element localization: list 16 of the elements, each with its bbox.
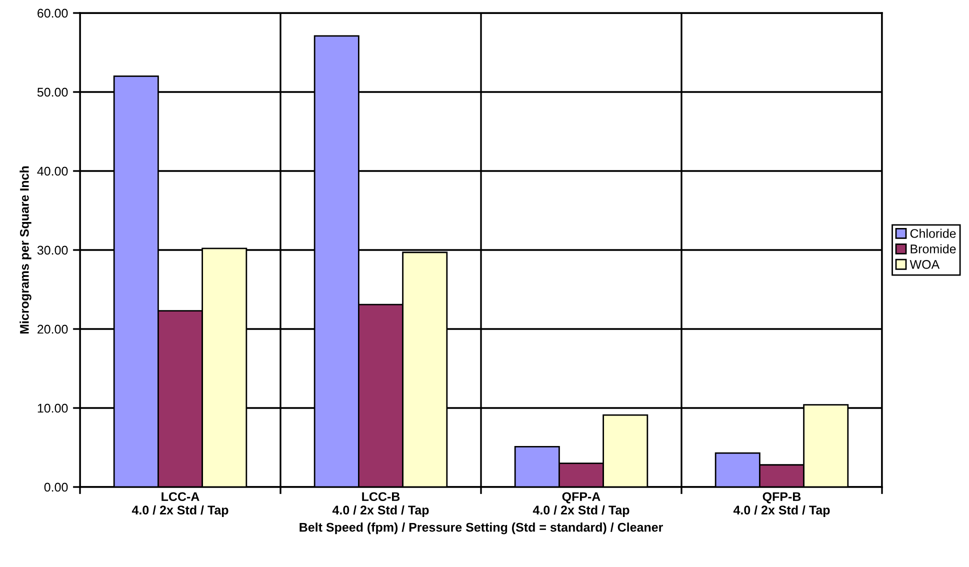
- x-axis-title: Belt Speed (fpm) / Pressure Setting (Std = standard) / Cleaner: [300, 522, 663, 534]
- legend-label: Chloride: [910, 228, 956, 238]
- x-tick-label: QFP-A 4.0 / 2x Std / Tap: [532, 492, 630, 517]
- y-tick-label: 10.00: [38, 404, 68, 413]
- y-tick-label: 60.00: [38, 8, 68, 18]
- x-tick-label: QFP-B 4.0 / 2x Std / Tap: [733, 492, 830, 517]
- legend-label: Bromide: [910, 244, 956, 254]
- x-tick-label: LCC-B 4.0 / 2x Std / Tap: [332, 492, 429, 517]
- y-axis-title: Micrograms per Square Inch: [20, 166, 32, 334]
- x-tick-label: LCC-A 4.0 / 2x Std / Tap: [132, 492, 228, 517]
- y-tick-label: 30.00: [37, 246, 68, 255]
- y-tick-label: 50.00: [37, 88, 68, 97]
- y-tick-label: 20.00: [38, 324, 68, 334]
- y-tick-label: 0.00: [44, 482, 68, 492]
- y-tick-label: 40.00: [37, 166, 68, 176]
- legend-label: WOA: [910, 260, 940, 269]
